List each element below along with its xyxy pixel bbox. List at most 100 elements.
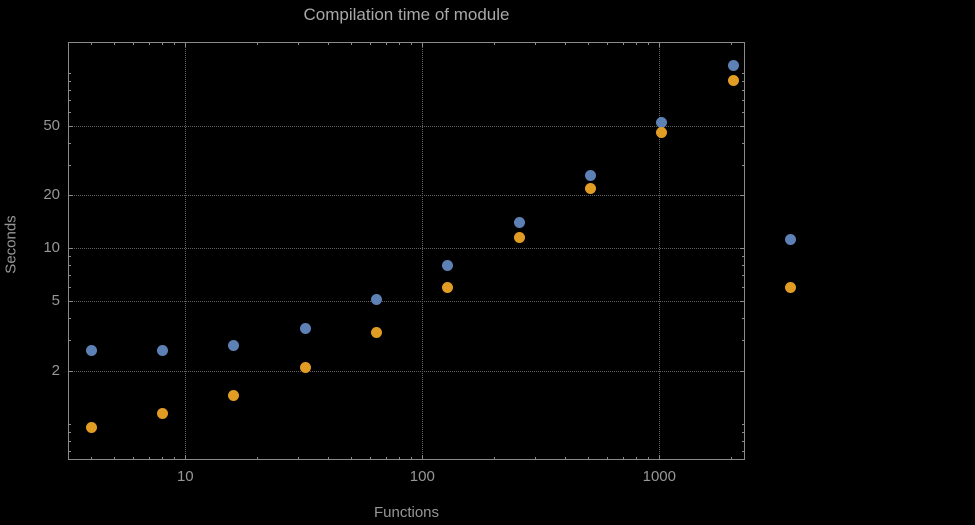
- x-tick: [422, 455, 424, 460]
- plot-frame: [68, 42, 745, 460]
- x-tick: [385, 42, 387, 45]
- y-tick: [68, 125, 73, 127]
- y-tick: [68, 142, 71, 144]
- x-tick: [587, 42, 589, 45]
- y-tick: [68, 80, 71, 82]
- x-tick: [369, 457, 371, 460]
- x-tick: [185, 455, 187, 460]
- data-point-series-2: [442, 281, 454, 293]
- x-tick: [622, 42, 624, 45]
- y-tick: [742, 80, 745, 82]
- y-tick: [68, 287, 71, 289]
- x-tick: [493, 457, 495, 460]
- x-tick: [399, 457, 401, 460]
- data-point-series-1: [370, 294, 382, 305]
- y-tick: [742, 423, 745, 425]
- y-gridline: [68, 248, 745, 250]
- data-point-series-1: [442, 259, 454, 271]
- y-tick: [68, 339, 71, 341]
- y-tick-label: 5: [51, 292, 60, 309]
- x-tick: [659, 42, 661, 47]
- legend: [785, 234, 796, 293]
- plot-area: 10 100 1000 2 5 10 20 50: [43, 42, 745, 485]
- x-tick: [535, 457, 537, 460]
- x-tick: [535, 42, 537, 45]
- x-tick: [148, 457, 150, 460]
- x-tick: [162, 457, 164, 460]
- y-tick: [68, 431, 71, 433]
- x-tick: [91, 457, 92, 460]
- x-tick: [730, 42, 732, 45]
- y-tick: [68, 195, 73, 197]
- y-tick: [742, 164, 745, 166]
- y-tick: [742, 450, 745, 452]
- y-tick: [742, 72, 745, 74]
- x-tick: [730, 457, 732, 460]
- x-gridline: [422, 42, 424, 460]
- x-tick: [298, 42, 300, 45]
- y-tick: [68, 100, 71, 101]
- data-point-series-2: [156, 407, 168, 419]
- x-tick: [411, 457, 413, 460]
- x-tick: [565, 42, 566, 45]
- y-tick-label: 10: [43, 239, 60, 257]
- legend-marker: [785, 282, 796, 293]
- x-tick: [622, 457, 624, 460]
- y-tick: [68, 72, 71, 74]
- y-tick: [68, 248, 73, 250]
- data-point-series-1: [156, 345, 168, 357]
- y-gridline: [68, 370, 745, 372]
- x-tick: [298, 457, 300, 460]
- x-tick: [174, 42, 176, 45]
- x-tick: [328, 457, 329, 460]
- y-tick: [68, 89, 71, 91]
- data-point-series-2: [85, 422, 97, 433]
- y-tick: [68, 370, 73, 372]
- data-point-series-2: [727, 75, 739, 87]
- x-tick: [256, 457, 258, 460]
- y-tick: [68, 265, 71, 267]
- y-tick-label: 2: [51, 361, 60, 379]
- x-tick: [132, 42, 134, 45]
- y-gridline: [68, 125, 745, 127]
- x-tick: [162, 42, 164, 45]
- x-tick-label: 1000: [642, 468, 676, 485]
- y-tick-label: 50: [43, 116, 60, 134]
- x-gridline: [185, 42, 187, 460]
- y-tick: [68, 423, 71, 425]
- y-tick: [742, 142, 745, 144]
- y-tick: [68, 275, 71, 277]
- y-tick-label: 20: [43, 186, 60, 204]
- y-tick: [742, 100, 745, 101]
- y-tick: [742, 431, 745, 433]
- x-tick: [350, 457, 352, 460]
- data-point-series-1: [85, 345, 97, 357]
- data-point-series-2: [299, 361, 311, 373]
- x-tick: [350, 42, 352, 45]
- x-tick: [565, 457, 566, 460]
- y-tick: [740, 370, 745, 372]
- data-point-series-2: [584, 182, 596, 194]
- x-tick: [399, 42, 401, 45]
- x-tick: [636, 42, 638, 45]
- y-tick: [68, 318, 71, 319]
- x-tick: [587, 457, 589, 460]
- x-tick: [132, 457, 134, 460]
- y-tick: [740, 301, 745, 302]
- x-tick: [493, 42, 495, 45]
- y-tick: [68, 256, 71, 258]
- x-tick-label: 100: [409, 468, 435, 485]
- y-tick: [742, 440, 745, 442]
- data-point-series-2: [513, 232, 525, 244]
- x-tick: [328, 42, 329, 45]
- x-tick: [606, 42, 608, 45]
- x-tick: [659, 455, 661, 460]
- x-tick: [385, 457, 387, 460]
- y-tick: [742, 111, 745, 113]
- y-tick: [740, 248, 745, 250]
- x-tick: [91, 42, 92, 45]
- y-tick: [742, 287, 745, 289]
- y-tick: [68, 301, 73, 302]
- x-tick: [113, 457, 115, 460]
